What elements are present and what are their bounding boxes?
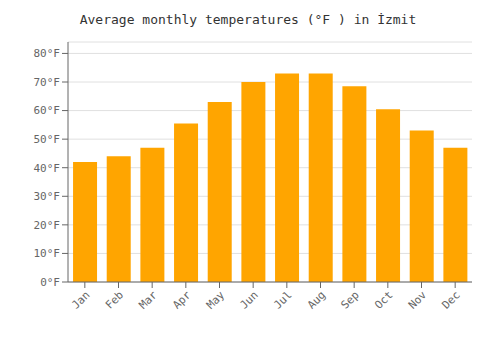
- svg-text:Jan: Jan: [69, 288, 92, 311]
- svg-text:10°F: 10°F: [34, 247, 61, 260]
- svg-text:20°F: 20°F: [34, 219, 61, 232]
- svg-text:Jun: Jun: [238, 288, 261, 311]
- svg-text:0°F: 0°F: [40, 276, 60, 289]
- svg-text:80°F: 80°F: [34, 47, 61, 60]
- html-text:Average monthly temperatures (: Average monthly temperatures (°F ) in İz…: [79, 12, 417, 27]
- svg-text:50°F: 50°F: [34, 133, 61, 146]
- svg-text:Nov: Nov: [406, 288, 430, 312]
- svg-text:Feb: Feb: [103, 288, 126, 311]
- svg-text:Mar: Mar: [137, 288, 161, 312]
- svg-text:40°F: 40°F: [34, 162, 61, 175]
- svg-text:Apr: Apr: [170, 288, 194, 312]
- svg-text:Sep: Sep: [339, 288, 362, 311]
- svg-text:30°F: 30°F: [34, 190, 61, 203]
- svg-text:Dec: Dec: [440, 288, 463, 311]
- svg-text:70°F: 70°F: [34, 76, 61, 89]
- svg-text:60°F: 60°F: [34, 104, 61, 117]
- svg-text:Aug: Aug: [305, 288, 328, 311]
- svg-text:May: May: [204, 288, 228, 312]
- svg-text:Jul: Jul: [271, 288, 294, 311]
- svg-text:Oct: Oct: [372, 288, 395, 311]
